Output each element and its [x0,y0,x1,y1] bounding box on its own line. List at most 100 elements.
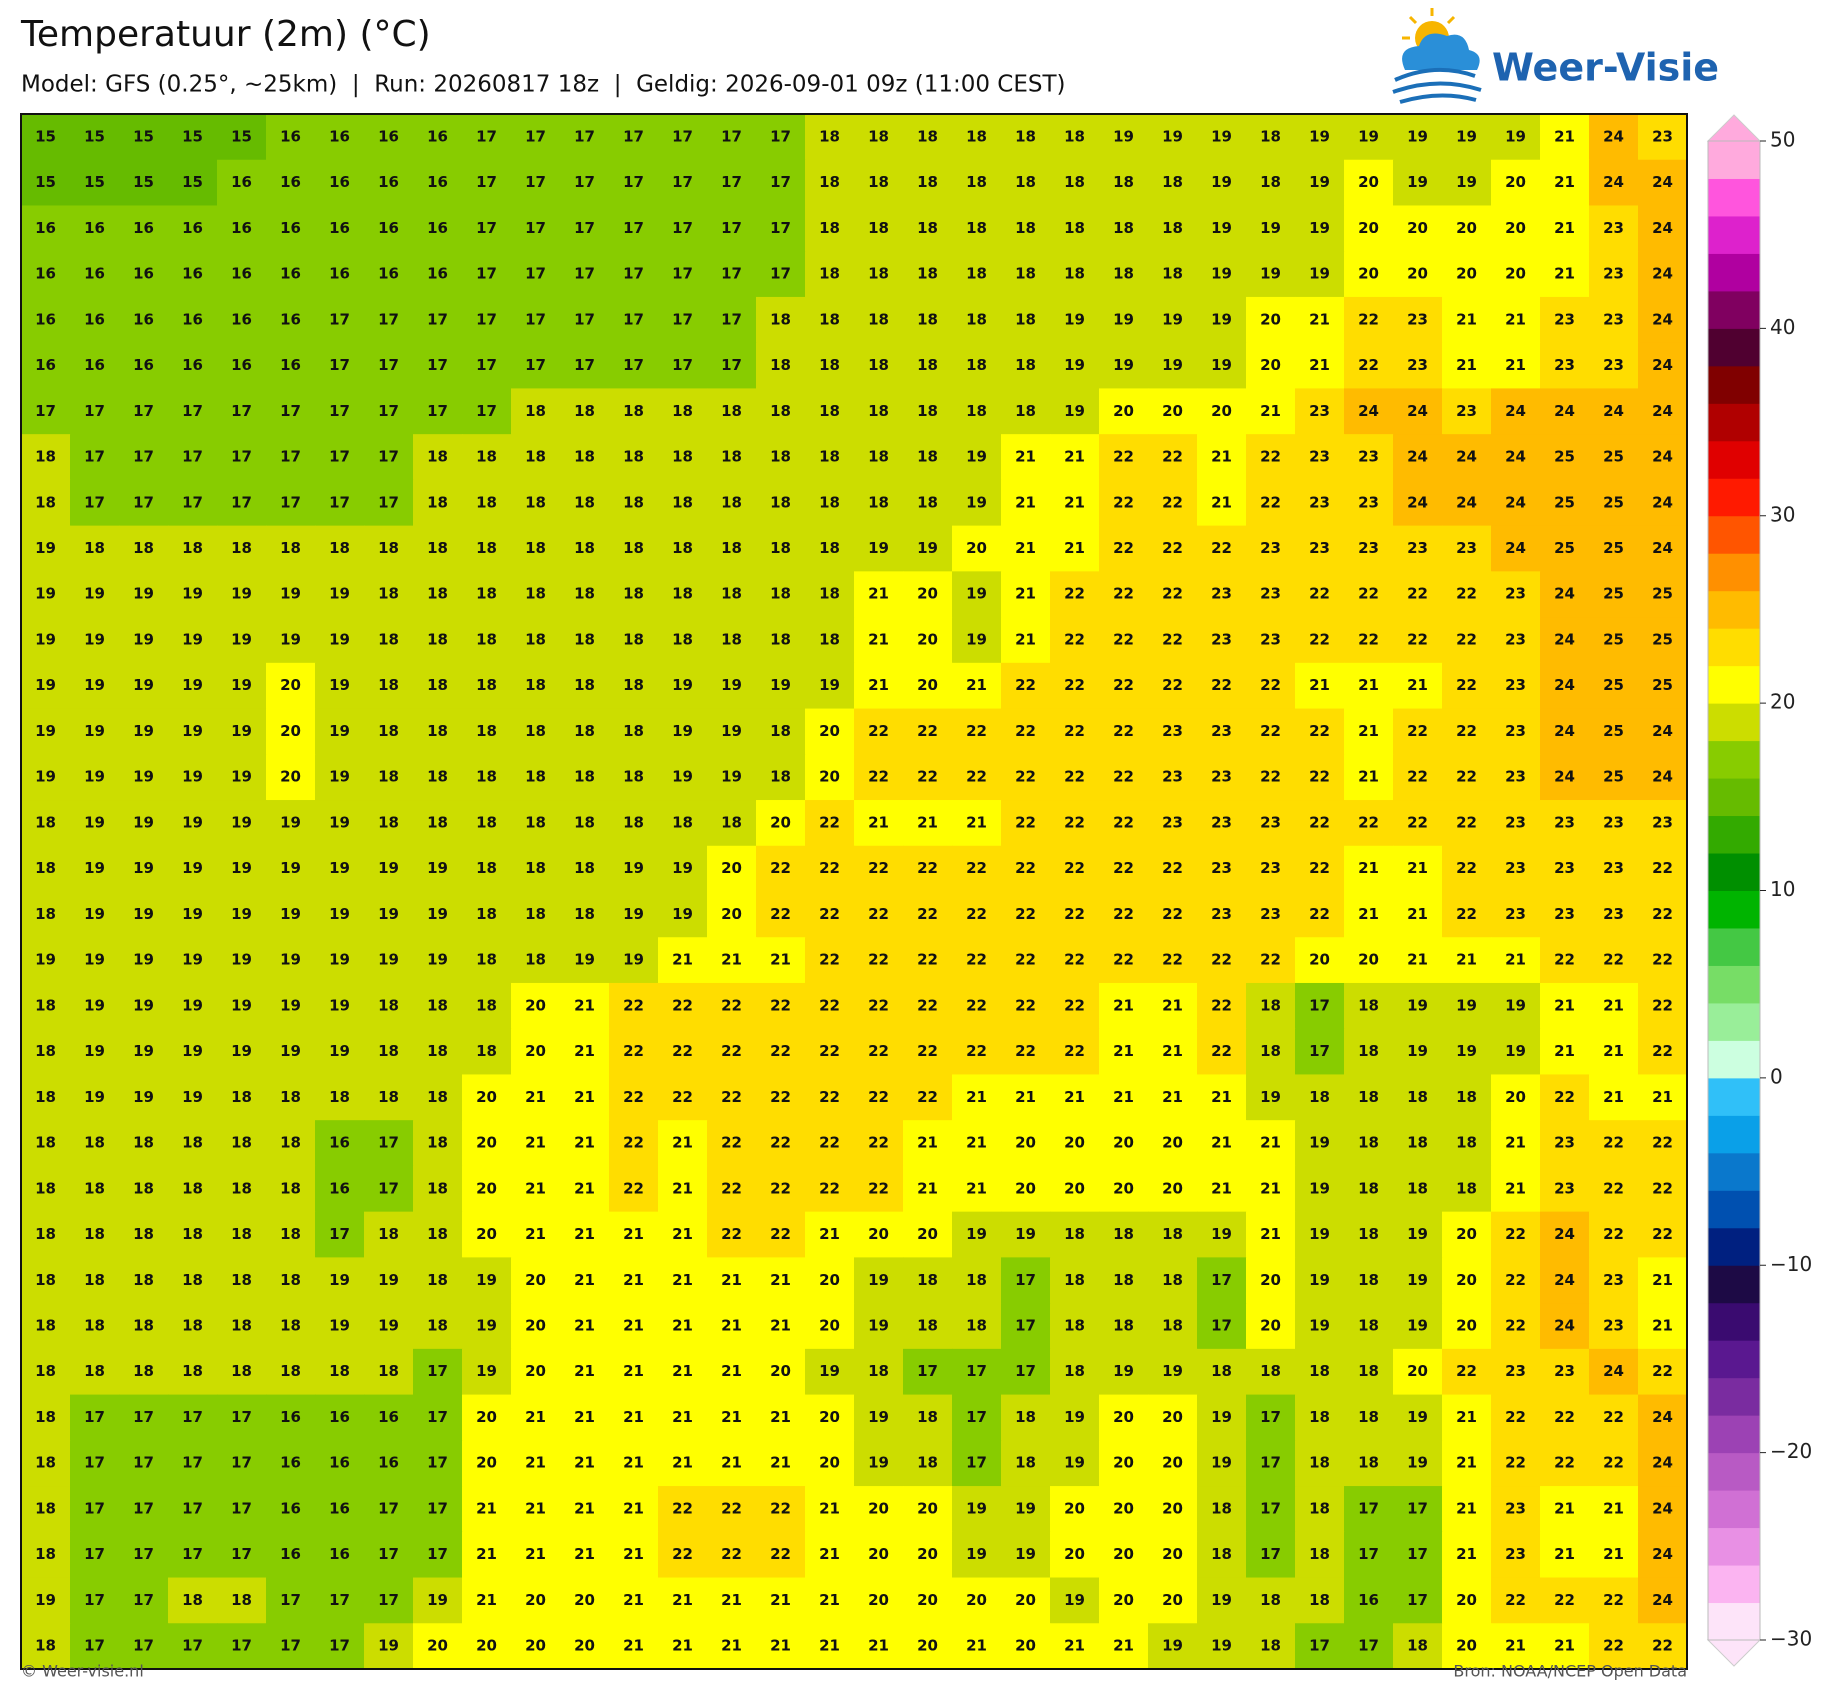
temp-cell [413,296,463,344]
temp-cell [805,1623,855,1670]
temp-label: 24 [1652,173,1673,191]
temp-label: 19 [133,1088,154,1106]
temp-cell [364,114,414,161]
temp-cell [1001,342,1051,390]
temp-label: 17 [721,173,742,191]
temp-label: 21 [1554,1637,1575,1655]
temp-label: 22 [1113,813,1134,831]
temp-cell [1246,982,1296,1030]
temp-label: 19 [280,951,301,969]
temp-cell [1197,662,1247,710]
temp-label: 22 [721,996,742,1014]
temp-cell [903,617,953,664]
temp-cell [952,296,1002,344]
temp-label: 21 [574,1271,595,1289]
temp-label: 16 [133,310,154,328]
temp-cell [1050,571,1100,618]
temp-cell [756,937,806,984]
temp-label: 18 [623,539,644,557]
temp-cell [1442,1577,1492,1624]
temp-cell [1148,1623,1198,1670]
temp-label: 18 [476,905,497,923]
temp-label: 21 [476,1499,497,1517]
temp-label: 22 [1064,905,1085,923]
temp-cell [1197,845,1247,893]
temp-label: 18 [917,402,938,420]
temp-label: 22 [1162,905,1183,923]
temp-label: 17 [525,219,546,237]
temp-label: 19 [966,493,987,511]
temp-label: 22 [1015,768,1036,786]
temp-label: 18 [672,448,693,466]
temp-label: 21 [1456,1545,1477,1563]
temp-label: 22 [1113,859,1134,877]
temp-cell [805,434,855,481]
temp-cell [903,1486,953,1533]
temp-cell [217,708,267,755]
temp-label: 18 [427,1134,448,1152]
temp-label: 22 [1064,630,1085,648]
temp-label: 18 [1358,1134,1379,1152]
temp-cell [658,479,708,527]
temp-label: 18 [427,1316,448,1334]
temp-label: 17 [1015,1362,1036,1380]
temp-cell [1589,845,1639,893]
temp-cell [217,1531,267,1579]
temp-label: 19 [1211,1408,1232,1426]
temp-cell [266,1074,316,1121]
temp-label: 24 [1456,493,1477,511]
temp-label: 20 [574,1591,595,1609]
temp-cell [1540,708,1590,755]
temp-label: 18 [1260,1637,1281,1655]
temp-label: 20 [1113,1454,1134,1472]
temp-label: 19 [672,722,693,740]
temp-label: 24 [1358,402,1379,420]
temp-cell [1197,479,1247,527]
temp-cell [462,525,512,572]
temp-cell [1540,342,1590,390]
temp-label: 18 [476,996,497,1014]
temp-label: 18 [1309,1362,1330,1380]
temp-label: 18 [1162,173,1183,191]
temp-cell [1001,1623,1051,1670]
temp-label: 21 [1309,356,1330,374]
temp-label: 20 [1064,1545,1085,1563]
temp-label: 21 [525,1408,546,1426]
temp-label: 21 [1554,1499,1575,1517]
temp-cell [1393,1211,1443,1258]
temp-cell [1589,1531,1639,1579]
temp-cell [266,114,316,161]
temp-label: 18 [133,1225,154,1243]
temp-label: 23 [1358,493,1379,511]
temp-cell [364,342,414,390]
temp-cell [903,205,953,252]
temp-cell [1393,1531,1443,1579]
temp-cell [266,205,316,252]
colorbar-band [1708,478,1760,517]
temp-label: 18 [1358,1225,1379,1243]
temp-cell [119,891,169,938]
temp-label: 18 [525,585,546,603]
temp-label: 21 [1407,951,1428,969]
temp-label: 19 [329,585,350,603]
temp-cell [1393,617,1443,664]
colorbar-band [1708,890,1760,929]
temp-cell [1491,388,1541,435]
temp-label: 22 [770,1042,791,1060]
temp-cell [413,1577,463,1624]
temp-cell [1589,617,1639,664]
temp-cell [1491,662,1541,710]
temp-label: 21 [1407,859,1428,877]
temp-cell [1491,891,1541,938]
temp-label: 18 [133,1316,154,1334]
temp-label: 17 [721,219,742,237]
temp-cell [1393,708,1443,755]
temp-cell [1344,479,1394,527]
temp-label: 17 [231,1454,252,1472]
temp-cell [511,479,561,527]
temp-label: 19 [1064,1591,1085,1609]
temp-cell [168,617,218,664]
temp-label: 25 [1603,630,1624,648]
temp-cell [1589,205,1639,252]
temp-label: 19 [1113,356,1134,374]
